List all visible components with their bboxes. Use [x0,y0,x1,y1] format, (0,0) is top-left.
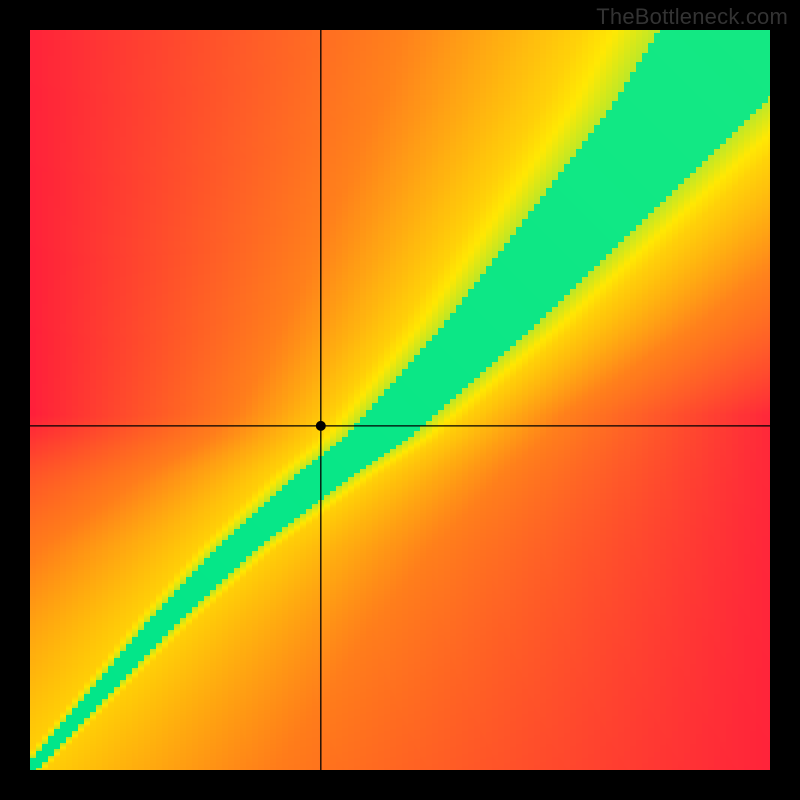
bottleneck-heatmap [30,30,770,770]
chart-container: TheBottleneck.com [0,0,800,800]
watermark-text: TheBottleneck.com [596,4,788,30]
